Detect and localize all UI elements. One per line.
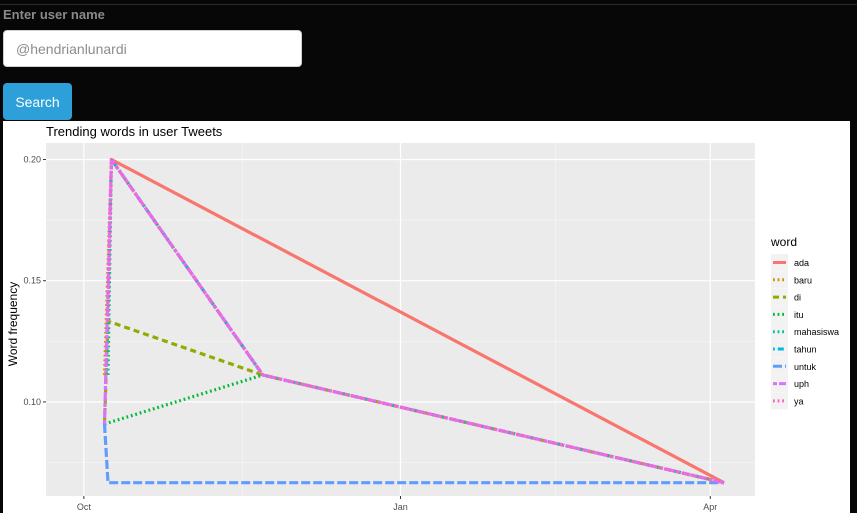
legend-label-di: di — [794, 293, 801, 303]
legend-label-uph: uph — [794, 379, 809, 389]
series-line-ada — [110, 158, 725, 485]
legend-title: word — [770, 235, 797, 249]
legend: ada baru di itu mahasiswa tahun untuk uph ya — [771, 254, 839, 410]
legend-label-itu: itu — [794, 310, 804, 320]
x-tick-label: Jan — [393, 502, 408, 512]
y-tick-label: 0.10 — [23, 397, 41, 407]
legend-key-background — [771, 271, 788, 289]
username-label: Enter user name — [3, 7, 105, 22]
legend-label-ada: ada — [794, 258, 809, 268]
y-tick-label: 0.15 — [23, 276, 41, 286]
series-line-untuk — [102, 423, 724, 485]
chart-title: Trending words in user Tweets — [46, 124, 223, 139]
axes: 0.10 0.15 0.20 Oct Jan Apr — [23, 154, 717, 512]
legend-label-baru: baru — [794, 275, 812, 285]
series-line-tahun — [110, 158, 265, 376]
x-tick-label: Oct — [77, 502, 92, 512]
y-axis-label: Word frequency — [6, 282, 20, 367]
legend-label-mahasiswa: mahasiswa — [794, 327, 839, 337]
series-line-itu — [104, 373, 264, 426]
legend-label-ya: ya — [794, 396, 804, 406]
legend-label-tahun: tahun — [794, 345, 817, 355]
username-input[interactable] — [3, 30, 302, 67]
series-lines — [102, 157, 725, 485]
series-line-uph — [102, 157, 725, 485]
y-tick-label: 0.20 — [23, 154, 41, 164]
legend-key-background — [771, 392, 788, 410]
x-tick-label: Apr — [703, 502, 717, 512]
top-divider — [0, 4, 857, 5]
plot-output: Trending words in user Tweets 0.10 0.15 0.… — [3, 121, 850, 513]
legend-label-untuk: untuk — [794, 362, 817, 372]
legend-key-background — [771, 305, 788, 323]
trending-words-chart: Trending words in user Tweets 0.100.150.… — [3, 121, 850, 513]
search-button[interactable]: Search — [3, 83, 72, 120]
legend-key-background — [771, 288, 788, 306]
legend-key-background — [771, 323, 788, 341]
